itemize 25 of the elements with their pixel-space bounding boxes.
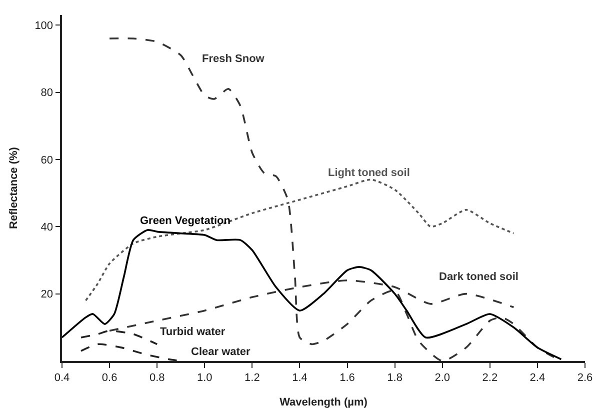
y-tick-label: 60 xyxy=(40,154,54,166)
x-tick-label: 1.4 xyxy=(292,372,308,384)
x-tick-label: 1.2 xyxy=(244,372,260,384)
x-tick-label: 1.8 xyxy=(387,372,402,384)
y-tick-label: 40 xyxy=(40,221,54,234)
x-tick-label: 0.6 xyxy=(102,372,118,384)
y-axis-title: Reflectance (%) xyxy=(8,146,20,229)
series-label: Dark toned soil xyxy=(439,271,518,283)
series-label: Fresh Snow xyxy=(202,53,265,65)
series-label: Green Vegetation xyxy=(140,215,231,227)
x-tick-label: 1.6 xyxy=(340,372,355,384)
y-tick-label: 100 xyxy=(34,20,54,32)
y-tick-label: 80 xyxy=(40,87,54,100)
x-tick-label: 2.2 xyxy=(482,372,498,384)
y-tick-label: 20 xyxy=(40,288,54,301)
series-label: Light toned soil xyxy=(328,167,410,179)
x-tick-label: 2.4 xyxy=(530,372,546,384)
series-label: Turbid water xyxy=(160,326,226,338)
x-tick-label: 2.6 xyxy=(577,372,593,384)
x-axis-title: Wavelength (µm) xyxy=(280,396,368,409)
x-tick-label: 2.0 xyxy=(434,372,450,384)
series-label: Clear water xyxy=(191,346,252,358)
x-tick-label: 0.8 xyxy=(149,372,165,384)
x-tick-label: 1.0 xyxy=(196,372,212,384)
x-tick-label: 0.4 xyxy=(54,372,70,384)
